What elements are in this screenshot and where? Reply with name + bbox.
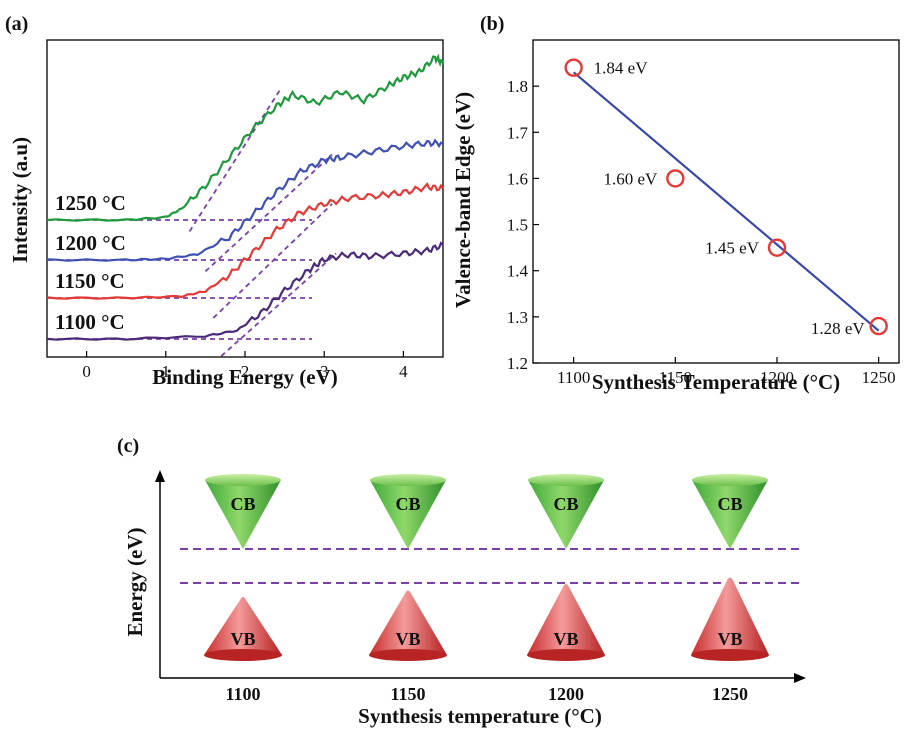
y-tick-label-3: 1.5 (507, 216, 528, 235)
edge-fit-3 (220, 252, 337, 357)
y-tick-label-4: 1.6 (507, 169, 528, 188)
panel-a-label: (a) (5, 13, 28, 35)
panel-b: (b) 1.2 1.3 1.4 1.5 1.6 1.7 1.8 1100 1150 1200 125… (451, 13, 900, 394)
x-tick-label-0: 0 (82, 362, 91, 381)
cb-label-0: CB (230, 494, 255, 514)
series-label-2: 1150 °C (55, 269, 125, 293)
panel-c-y-axis-label: Energy (eV) (123, 527, 147, 636)
x-tick-label-3: 3 (320, 362, 329, 381)
x-tick-label-4: 4 (399, 362, 408, 381)
cb-cone-2 (528, 480, 604, 549)
panel-c-x-ticks: 1100 1150 1200 1250 (225, 684, 748, 704)
panel-b-fit-line (572, 71, 880, 332)
y-tick-label-0: 1.2 (507, 354, 528, 373)
panel-a-series (46, 53, 445, 341)
series-line-1 (46, 138, 444, 262)
cb-cone-3 (692, 480, 768, 549)
data-label-3: 1.28 eV (811, 319, 866, 338)
data-point-3 (869, 316, 888, 336)
vb-cone-2 (527, 584, 605, 655)
cb-label-2: CB (553, 494, 578, 514)
x-tick-label-1: 1 (162, 362, 171, 381)
cb-cone-0 (205, 480, 281, 549)
panel-b-x-axis-label: Synthesis Temperature (°C) (592, 370, 840, 394)
cb-cone-top-1 (370, 474, 446, 486)
panel-b-points: 1.84 eV 1.60 eV 1.45 eV 1.28 eV (564, 58, 888, 338)
vb-cone-0 (204, 597, 282, 655)
data-point-0 (564, 58, 583, 77)
edge-fit-2 (212, 203, 333, 319)
vb-label-1: VB (395, 629, 420, 649)
series-label-1: 1200 °C (55, 231, 126, 255)
panel-c-x-arrow (794, 673, 806, 683)
vb-cone-base-2 (527, 649, 605, 661)
panel-a-x-ticks: 0 1 2 3 4 (82, 351, 408, 381)
data-point-1 (666, 169, 685, 188)
panel-a-series-labels: 1250 °C 1200 °C 1150 °C 1100 °C (55, 191, 126, 334)
series-label-3: 1100 °C (55, 310, 125, 334)
panel-b-frame (532, 39, 900, 364)
panel-c-label: (c) (117, 435, 139, 457)
y-tick-label-6: 1.8 (507, 77, 528, 96)
y-tick-label-5: 1.7 (507, 123, 529, 142)
panel-a-edge-fits (188, 88, 337, 357)
panel-b-label: (b) (480, 13, 504, 35)
x-tick-label-2: 2 (241, 362, 250, 381)
series-line-0 (46, 53, 445, 222)
vb-cone-base-1 (369, 649, 447, 661)
x-tick-label-2: 1200 (760, 368, 794, 387)
panel-c-x-axis-label: Synthesis temperature (°C) (358, 704, 602, 728)
panel-a-y-axis-label: Intensity (a.u) (8, 137, 32, 263)
panel-c: (c) CB VB CB VB CB VB CB VB 1100 1150 1200 1250 Sy… (117, 435, 806, 728)
data-label-0: 1.84 eV (594, 59, 649, 78)
series-line-2 (46, 182, 444, 300)
vb-cone-base-0 (204, 649, 282, 661)
vb-label-0: VB (230, 629, 255, 649)
edge-fit-1 (204, 153, 333, 273)
panel-a-x-axis-label: Binding Energy (eV) (152, 365, 338, 389)
series-label-0: 1250 °C (55, 191, 126, 215)
edge-fit-0 (188, 88, 282, 232)
data-point-2 (767, 238, 787, 257)
panel-c-y-arrow (155, 470, 165, 482)
cb-cone-top-2 (528, 474, 604, 486)
vb-label-3: VB (717, 629, 742, 649)
cb-cone-top-3 (692, 474, 768, 486)
fit-line (572, 71, 880, 332)
data-label-2: 1.45 eV (705, 239, 760, 258)
panel-a: (a) 0 1 2 3 4 1250 °C 1200 °C 1150 °C 1100 °C B… (5, 13, 445, 389)
vb-cone-3 (691, 577, 769, 655)
x-tick-label-1: 1150 (659, 368, 692, 387)
x-category-label-2: 1200 (548, 684, 584, 704)
panel-a-baselines (48, 219, 312, 340)
vb-label-2: VB (553, 629, 578, 649)
series-line-3 (46, 241, 444, 341)
x-tick-label-3: 1250 (862, 368, 896, 387)
cb-cone-1 (370, 480, 446, 549)
cb-label-1: CB (395, 494, 420, 514)
cb-label-3: CB (717, 494, 742, 514)
x-category-label-3: 1250 (712, 684, 748, 704)
y-tick-label-1: 1.3 (507, 308, 528, 327)
panel-b-ticks: 1.2 1.3 1.4 1.5 1.6 1.7 1.8 1100 1150 1200 1250 (507, 77, 896, 387)
cb-cone-top-0 (205, 474, 281, 486)
vb-cone-base-3 (691, 649, 769, 661)
x-tick-label-0: 1100 (557, 368, 590, 387)
x-category-label-0: 1100 (225, 684, 260, 704)
panel-b-y-axis-label: Valence-band Edge (eV) (451, 92, 475, 308)
y-tick-label-2: 1.4 (507, 262, 529, 281)
data-label-1: 1.60 eV (604, 169, 659, 188)
vb-cone-1 (369, 590, 447, 655)
x-category-label-1: 1150 (390, 684, 425, 704)
panel-c-cones: CB VB CB VB CB VB CB VB (204, 474, 769, 661)
